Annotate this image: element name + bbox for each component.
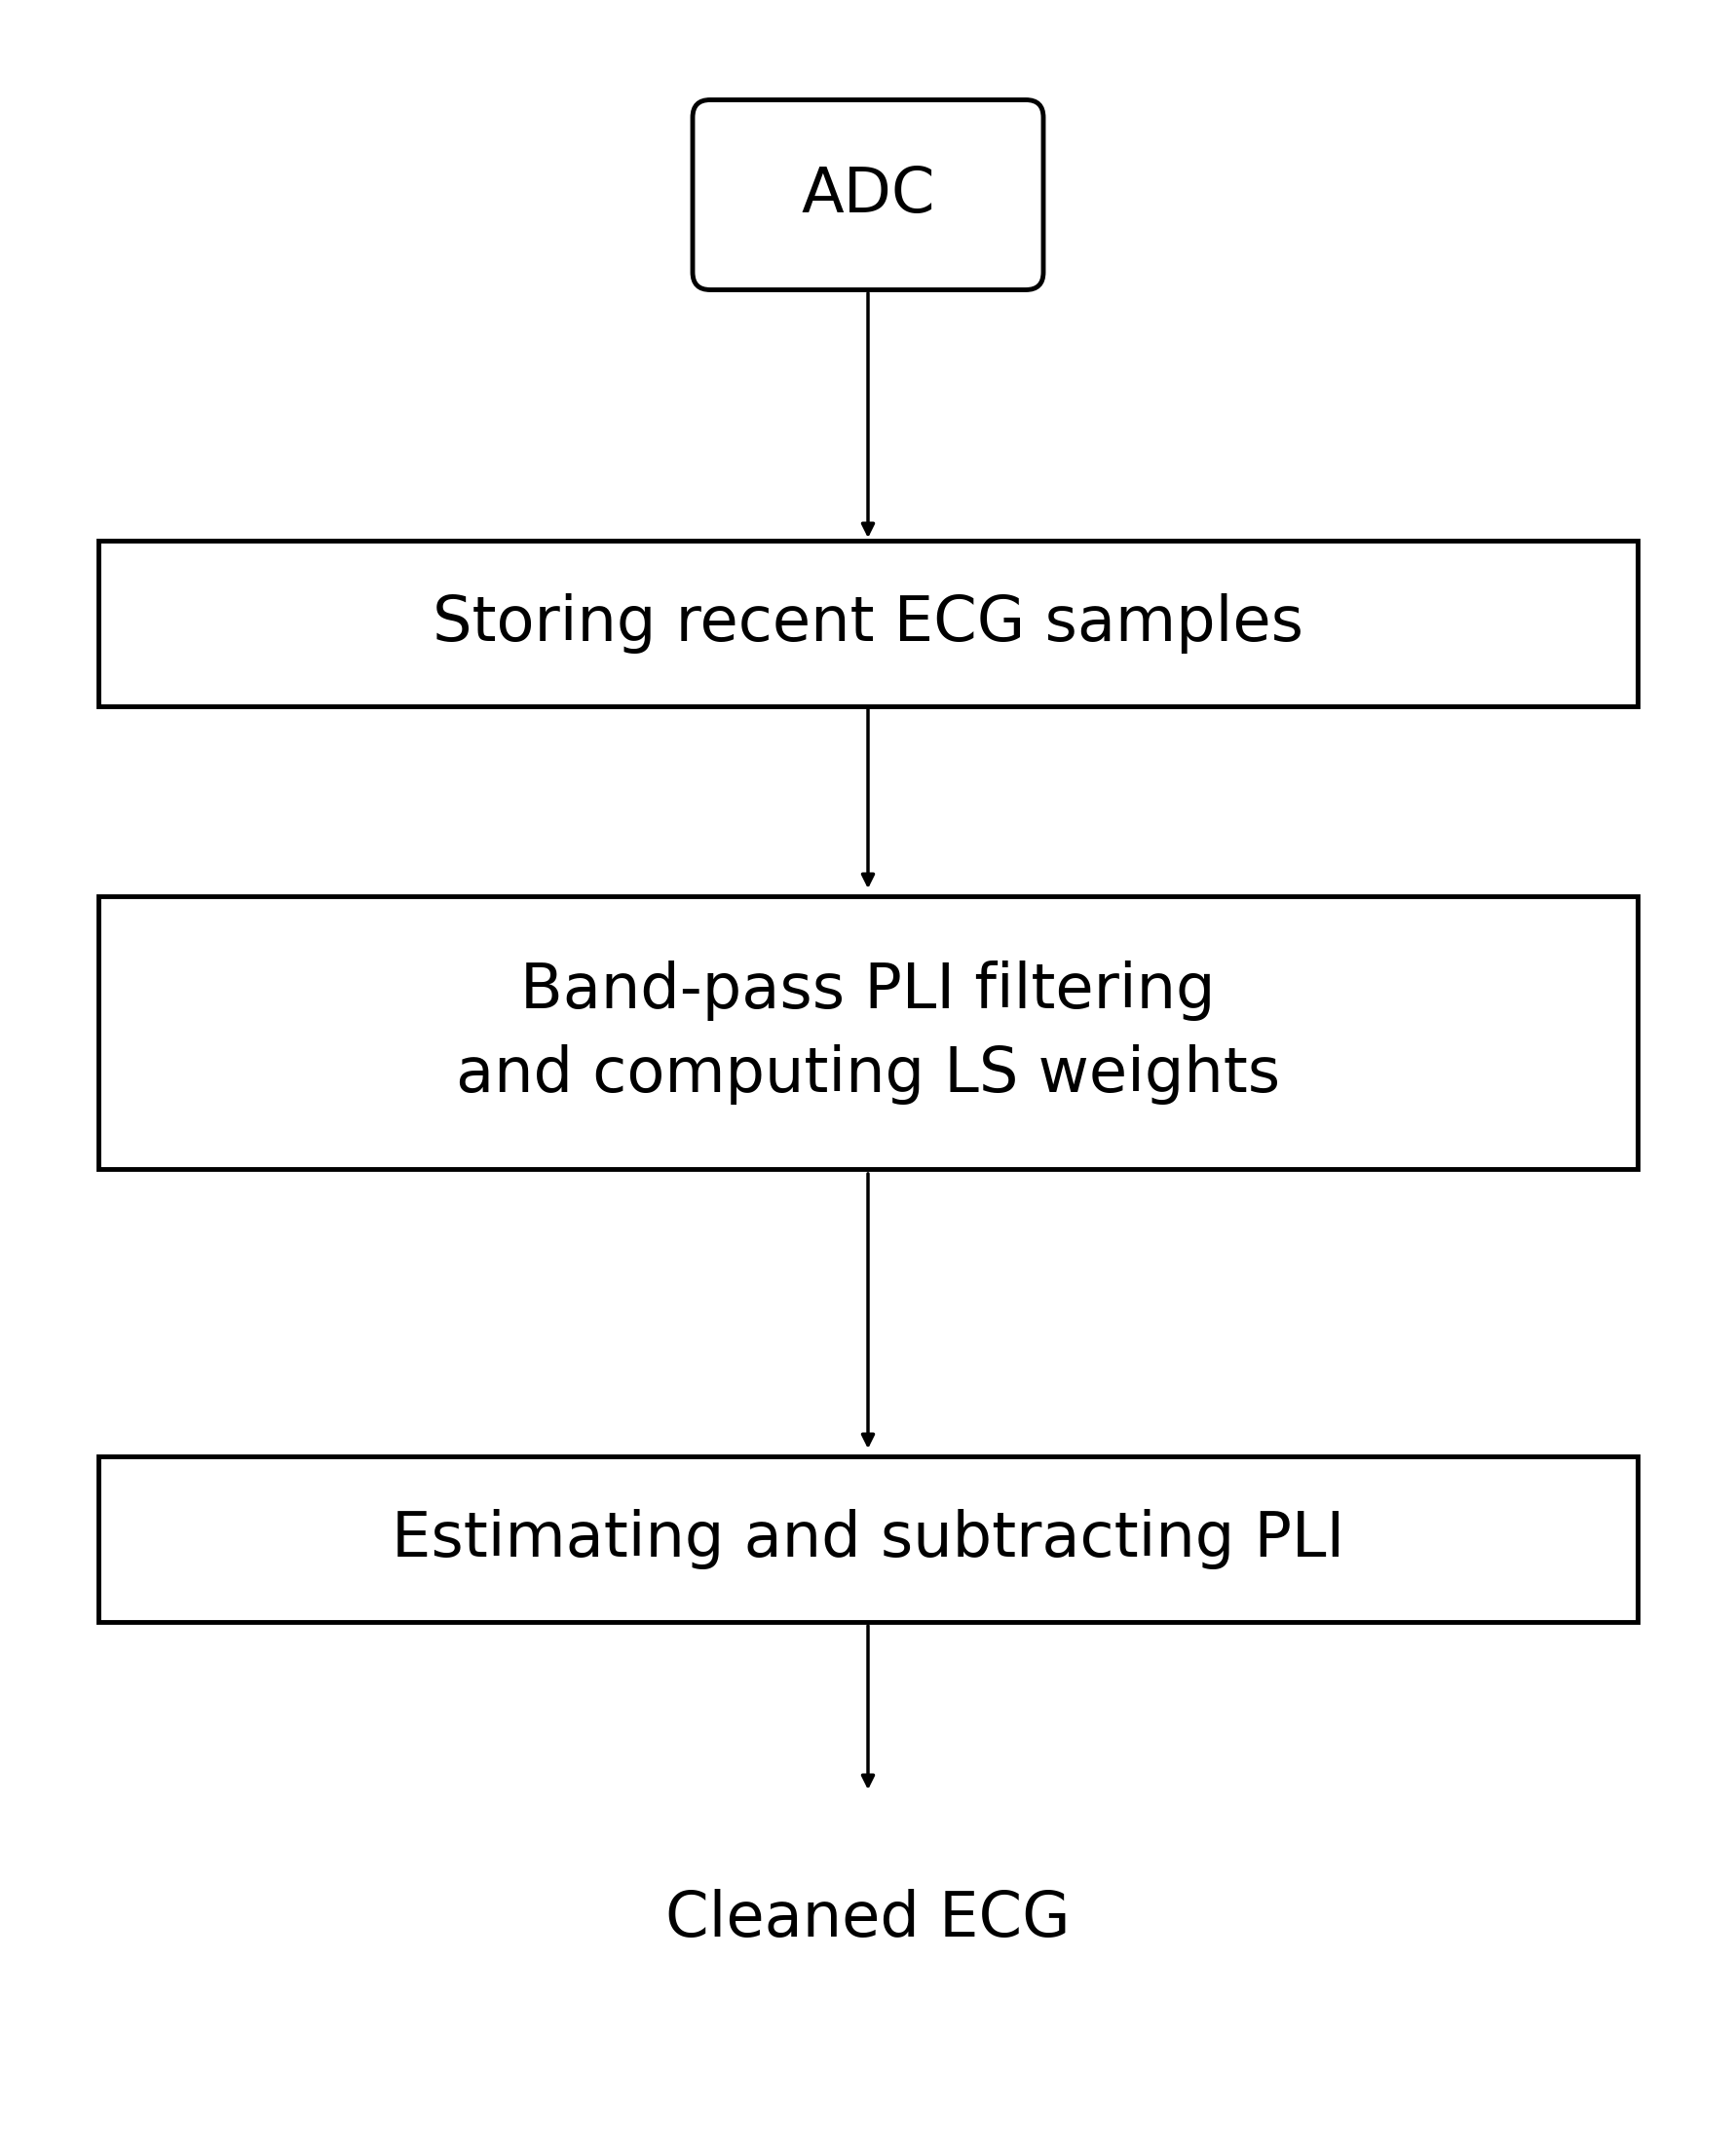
Bar (99, 895, 1637, 1168)
Bar (99, 1456, 1637, 1621)
Text: Estimating and subtracting PLI: Estimating and subtracting PLI (391, 1509, 1344, 1569)
Text: Storing recent ECG samples: Storing recent ECG samples (432, 593, 1302, 653)
Bar (99, 541, 1637, 706)
Text: ADC: ADC (800, 165, 934, 225)
Text: Band-pass PLI filtering
and computing LS weights: Band-pass PLI filtering and computing LS… (455, 960, 1279, 1106)
FancyBboxPatch shape (693, 101, 1043, 290)
Text: Cleaned ECG: Cleaned ECG (665, 1889, 1069, 1949)
